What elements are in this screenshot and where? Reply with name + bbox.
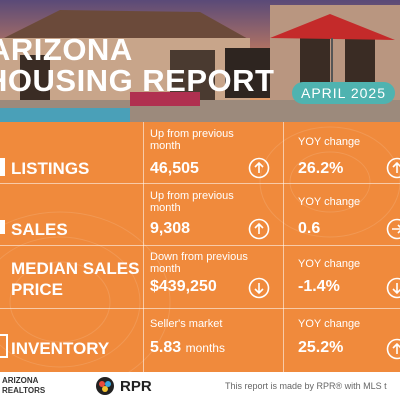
yoy-value: -1.4% <box>298 278 340 295</box>
yoy-note: YOY change <box>298 196 361 208</box>
column-divider <box>283 122 284 372</box>
metric-note: Seller's market <box>150 318 223 330</box>
yoy-value: 25.2% <box>298 339 344 356</box>
icon <box>0 158 5 176</box>
metric-value: 5.83 months <box>150 339 225 357</box>
title-line: ARIZONA <box>0 32 133 67</box>
rpr-logo-text: RPR <box>120 378 152 395</box>
arrow-up-icon <box>386 157 400 179</box>
contour-pattern <box>0 126 400 372</box>
row-label: LISTINGS <box>11 159 90 178</box>
icon <box>0 220 5 234</box>
unit: months <box>185 341 225 355</box>
row-divider <box>0 183 400 184</box>
arrow-up-icon <box>248 218 270 240</box>
metric-value: $439,250 <box>150 278 217 295</box>
metric-value: 9,308 <box>150 220 191 237</box>
rpr-logo-mark <box>96 377 114 395</box>
metric-note: Down from previous month <box>150 251 248 275</box>
icon <box>0 334 8 358</box>
date-badge: APRIL 2025 <box>292 82 395 104</box>
footer-note: This report is made by RPR® with MLS t <box>225 381 387 391</box>
row-label: MEDIAN SALES PRICE <box>11 259 140 299</box>
org-logo: ARIZONA REALTORS <box>2 376 46 395</box>
row-label: INVENTORY <box>11 339 110 358</box>
yoy-note: YOY change <box>298 258 361 270</box>
arrow-down-icon <box>386 277 400 299</box>
footer: ARIZONA REALTORS RPR This report is made… <box>0 372 400 400</box>
title-line: HOUSING REPORT <box>0 63 275 98</box>
metric-value: 46,505 <box>150 160 199 177</box>
yoy-value: 26.2% <box>298 160 344 177</box>
house-photo <box>0 0 400 122</box>
arrow-right-icon <box>386 218 400 240</box>
arrow-down-icon <box>248 277 270 299</box>
yoy-note: YOY change <box>298 318 361 330</box>
yoy-note: YOY change <box>298 136 361 148</box>
yoy-value: 0.6 <box>298 220 321 237</box>
value-text: 5.83 <box>150 339 182 356</box>
row-divider <box>0 245 400 246</box>
metric-note: Up from previous month <box>150 128 234 152</box>
arrow-up-icon <box>386 338 400 360</box>
arrow-up-icon <box>248 157 270 179</box>
column-divider <box>143 122 144 372</box>
row-label: SALES <box>11 220 68 239</box>
metric-note: Up from previous month <box>150 190 234 214</box>
row-divider <box>0 308 400 309</box>
